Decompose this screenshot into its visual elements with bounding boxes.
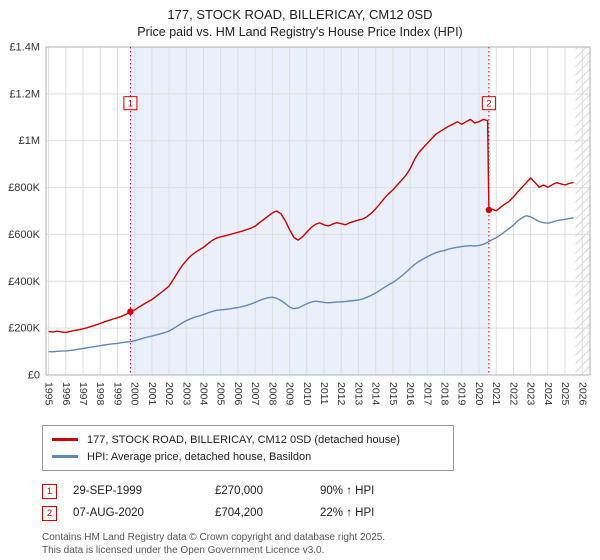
x-axis-tick-label: 2006 xyxy=(232,382,244,406)
hpi-price-line xyxy=(48,214,574,353)
x-axis-tick-label: 2005 xyxy=(215,382,227,406)
transactions-table: 1 29-SEP-1999 £270,000 90% ↑ HPI 2 07-AU… xyxy=(42,480,600,524)
legend-label-property: 177, STOCK ROAD, BILLERICAY, CM12 0SD (d… xyxy=(87,433,401,446)
transaction-hpi-delta-2: 22% ↑ HPI xyxy=(320,507,375,519)
x-axis-tick-label: 1997 xyxy=(77,382,89,406)
x-axis-tick-label: 2024 xyxy=(542,382,554,406)
transaction-price-2: £704,200 xyxy=(215,507,263,519)
x-axis-tick-label: 2010 xyxy=(301,382,313,406)
x-axis-tick-label: 2018 xyxy=(439,382,451,406)
x-axis-tick-label: 1999 xyxy=(111,382,123,406)
chart-title: 177, STOCK ROAD, BILLERICAY, CM12 0SD xyxy=(167,7,433,22)
x-axis-tick-label: 2017 xyxy=(421,382,433,406)
transaction-date-2: 07-AUG-2020 xyxy=(73,507,144,519)
sale-marker-number-2: 2 xyxy=(486,99,491,110)
y-axis-tick-label: £0 xyxy=(28,370,40,382)
price-history-chart: £0 £200K £400K £600K £800K £1M £1.2M £1.4M 1995 1… xyxy=(8,42,591,406)
chart-area: £0 £200K £400K £600K £800K £1M £1.2M £1.4M 1995 1… xyxy=(0,39,600,417)
chart-subtitle: Price paid vs. HM Land Registry's House … xyxy=(137,25,463,39)
x-axis-tick-label: 2013 xyxy=(353,382,365,406)
sale-marker-number-1: 1 xyxy=(128,99,133,110)
sale-point-1 xyxy=(127,308,134,315)
plot-border xyxy=(45,46,591,376)
y-axis-tick-label: £800K xyxy=(8,182,40,194)
y-axis-tick-label: £1.2M xyxy=(9,88,40,100)
chart-legend: 177, STOCK ROAD, BILLERICAY, CM12 0SD (d… xyxy=(42,425,454,471)
x-axis-tick-label: 1996 xyxy=(60,382,72,406)
property-price-line xyxy=(48,118,574,334)
x-axis-tick-label: 1998 xyxy=(94,382,106,406)
y-axis-tick-label: £200K xyxy=(8,323,40,335)
x-axis-tick-label: 2007 xyxy=(249,382,261,406)
x-axis-tick-label: 2026 xyxy=(576,382,588,406)
x-axis-tick-label: 2004 xyxy=(198,382,210,406)
x-axis-tick-label: 2011 xyxy=(318,382,330,405)
x-axis-tick-label: 2019 xyxy=(456,382,468,406)
legend-swatch-property xyxy=(52,438,78,441)
legend-item-property: 177, STOCK ROAD, BILLERICAY, CM12 0SD (d… xyxy=(52,431,444,448)
x-axis-tick-label: 2014 xyxy=(370,382,382,406)
y-axis-tick-label: £1.4M xyxy=(9,42,40,54)
transaction-row-2: 2 07-AUG-2020 £704,200 22% ↑ HPI xyxy=(42,502,600,524)
transaction-row-1: 1 29-SEP-1999 £270,000 90% ↑ HPI xyxy=(42,480,600,502)
x-axis-tick-label: 2008 xyxy=(266,382,278,406)
x-axis-tick-label: 2016 xyxy=(404,382,416,406)
x-axis-tick-label: 2000 xyxy=(129,382,141,406)
attribution-line-1: Contains HM Land Registry data © Crown c… xyxy=(42,532,386,543)
transaction-price-1: £270,000 xyxy=(215,485,263,497)
x-axis-tick-label: 2012 xyxy=(335,382,347,406)
x-axis-tick-label: 2022 xyxy=(507,382,519,406)
x-axis-tick-label: 2023 xyxy=(525,382,537,406)
sale-point-2 xyxy=(485,206,493,214)
sale-marker-box-1 xyxy=(123,96,138,111)
transaction-marker-1: 1 xyxy=(42,483,57,499)
x-axis-tick-label: 2020 xyxy=(473,382,485,406)
y-axis-tick-label: £400K xyxy=(8,276,40,288)
owned-period-shading xyxy=(130,47,489,375)
x-axis-tick-label: 1995 xyxy=(43,382,55,406)
x-axis-tick-label: 2009 xyxy=(284,382,296,406)
x-axis-tick-label: 2025 xyxy=(559,382,571,406)
y-axis-tick-label: £600K xyxy=(8,229,40,241)
legend-item-hpi: HPI: Average price, detached house, Basi… xyxy=(52,448,444,465)
x-axis-tick-label: 2021 xyxy=(490,382,502,406)
transaction-date-1: 29-SEP-1999 xyxy=(73,485,143,497)
attribution-footer: Contains HM Land Registry data © Crown c… xyxy=(42,531,600,557)
x-axis-tick-label: 2003 xyxy=(180,382,192,406)
legend-swatch-hpi xyxy=(52,455,78,458)
sale-marker-box-2 xyxy=(481,96,496,111)
transaction-marker-2: 2 xyxy=(42,505,57,521)
x-axis-tick-label: 2001 xyxy=(146,382,158,406)
x-axis-tick-label: 2002 xyxy=(163,382,175,406)
legend-label-hpi: HPI: Average price, detached house, Basi… xyxy=(87,450,312,463)
attribution-line-2: This data is licensed under the Open Gov… xyxy=(42,545,325,556)
x-axis-tick-label: 2015 xyxy=(387,382,399,406)
y-axis-tick-label: £1M xyxy=(19,135,40,147)
transaction-hpi-delta-1: 90% ↑ HPI xyxy=(320,485,375,497)
